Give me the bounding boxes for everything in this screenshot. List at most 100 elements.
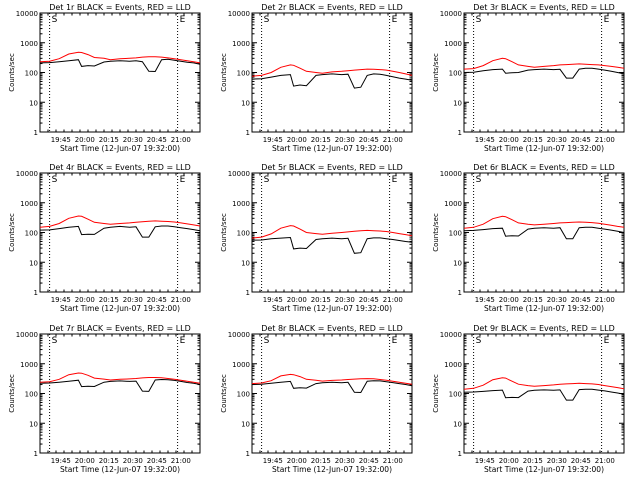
y-tick-label: 1000 (20, 200, 38, 208)
x-tick-label: 20:45 (359, 296, 379, 304)
x-tick-label: 20:15 (311, 136, 331, 144)
x-axis-label: Start Time (12-Jun-07 19:32:00) (60, 465, 180, 474)
x-tick-label: 21:00 (383, 296, 403, 304)
series-line-events (251, 236, 413, 254)
y-tick-label: 1 (458, 129, 462, 137)
chart-panel-2: Det 2r BLACK = Events, RED = LLD 1 10 100 10… (220, 3, 413, 153)
marker-label-s: S (476, 15, 482, 25)
y-tick-label: 10000 (16, 170, 38, 178)
x-tick-label: 20:00 (287, 296, 307, 304)
x-tick-label: 19:45 (51, 457, 71, 465)
series-line-lld (251, 225, 413, 239)
y-tick-label: 1000 (232, 200, 250, 208)
x-axis-label: Start Time (12-Jun-07 19:32:00) (60, 304, 180, 313)
y-tick-label: 10 (241, 259, 250, 267)
x-tick-label: 20:30 (335, 457, 355, 465)
x-tick-label: 20:00 (75, 457, 95, 465)
y-tick-label: 100 (449, 391, 462, 399)
y-axis-label: Counts/sec (432, 374, 440, 413)
chart-title: Det 5r BLACK = Events, RED = LLD (261, 163, 403, 172)
marker-label-s: S (476, 336, 482, 346)
chart-title: Det 4r BLACK = Events, RED = LLD (49, 163, 191, 172)
chart-panel-8: Det 8r BLACK = Events, RED = LLD 1 10 100 10… (220, 324, 413, 474)
x-tick-label: 20:00 (499, 457, 519, 465)
chart-title: Det 1r BLACK = Events, RED = LLD (49, 3, 191, 12)
y-axis-label: Counts/sec (220, 213, 228, 252)
y-tick-label: 10000 (16, 331, 38, 339)
y-tick-label: 100 (449, 230, 462, 238)
marker-label-e: E (180, 15, 186, 25)
y-tick-label: 1000 (444, 40, 462, 48)
plot-frame (251, 333, 413, 454)
y-tick-label: 10000 (16, 10, 38, 18)
x-tick-label: 20:00 (287, 136, 307, 144)
y-tick-label: 1 (458, 450, 462, 458)
y-tick-label: 10 (453, 259, 462, 267)
y-axis-label: Counts/sec (8, 213, 16, 252)
x-tick-label: 20:15 (99, 296, 119, 304)
x-tick-label: 20:45 (571, 136, 591, 144)
chart-title: Det 3r BLACK = Events, RED = LLD (473, 3, 615, 12)
x-tick-label: 20:15 (523, 296, 543, 304)
x-tick-label: 20:00 (287, 457, 307, 465)
x-tick-label: 20:15 (523, 136, 543, 144)
chart-panel-3: Det 3r BLACK = Events, RED = LLD 1 10 100 10… (432, 3, 625, 153)
series-line-lld (251, 64, 413, 77)
y-tick-label: 1 (246, 289, 250, 297)
x-tick-label: 20:30 (123, 457, 143, 465)
marker-label-s: S (264, 175, 270, 185)
x-tick-label: 19:45 (51, 136, 71, 144)
series-line-events (251, 380, 413, 394)
x-tick-label: 20:15 (311, 457, 331, 465)
y-tick-label: 10000 (440, 331, 462, 339)
series-line-events (463, 226, 625, 240)
chart-panel-5: Det 5r BLACK = Events, RED = LLD 1 10 100 10… (220, 163, 413, 313)
x-tick-label: 20:45 (147, 457, 167, 465)
chart-title: Det 6r BLACK = Events, RED = LLD (473, 163, 615, 172)
x-tick-label: 20:45 (571, 457, 591, 465)
series-line-events (463, 388, 625, 401)
x-tick-label: 19:45 (475, 136, 495, 144)
x-tick-label: 19:45 (263, 296, 283, 304)
y-tick-label: 1000 (20, 40, 38, 48)
plot-frame (39, 172, 201, 293)
marker-label-e: E (180, 175, 186, 185)
y-tick-label: 1000 (20, 361, 38, 369)
y-tick-label: 10 (29, 259, 38, 267)
x-axis-label: Start Time (12-Jun-07 19:32:00) (60, 144, 180, 153)
x-tick-label: 21:00 (383, 457, 403, 465)
plot-frame (463, 12, 625, 133)
x-tick-label: 20:45 (147, 136, 167, 144)
y-axis-label: Counts/sec (8, 53, 16, 92)
x-tick-label: 19:45 (263, 136, 283, 144)
y-tick-label: 10000 (228, 331, 250, 339)
x-tick-label: 20:45 (571, 296, 591, 304)
x-tick-label: 20:15 (99, 457, 119, 465)
x-tick-label: 19:45 (51, 296, 71, 304)
marker-label-s: S (264, 15, 270, 25)
y-tick-label: 10 (241, 420, 250, 428)
series-line-lld (39, 51, 201, 64)
y-axis-label: Counts/sec (432, 53, 440, 92)
y-tick-label: 100 (25, 230, 38, 238)
series-line-lld (251, 373, 413, 385)
x-tick-label: 21:00 (171, 296, 191, 304)
marker-label-e: E (392, 15, 398, 25)
y-tick-label: 1000 (232, 361, 250, 369)
x-tick-label: 20:15 (311, 296, 331, 304)
y-tick-label: 10000 (228, 170, 250, 178)
x-tick-label: 20:30 (123, 136, 143, 144)
plot-frame (463, 333, 625, 454)
marker-label-e: E (604, 336, 610, 346)
x-axis-label: Start Time (12-Jun-07 19:32:00) (484, 144, 604, 153)
series-line-events (251, 73, 413, 89)
x-tick-label: 19:45 (475, 296, 495, 304)
marker-label-s: S (52, 15, 58, 25)
chart-title: Det 7r BLACK = Events, RED = LLD (49, 324, 191, 333)
y-tick-label: 10 (29, 420, 38, 428)
x-tick-label: 21:00 (171, 136, 191, 144)
y-tick-label: 1000 (444, 361, 462, 369)
series-line-events (39, 58, 201, 73)
chart-title: Det 8r BLACK = Events, RED = LLD (261, 324, 403, 333)
